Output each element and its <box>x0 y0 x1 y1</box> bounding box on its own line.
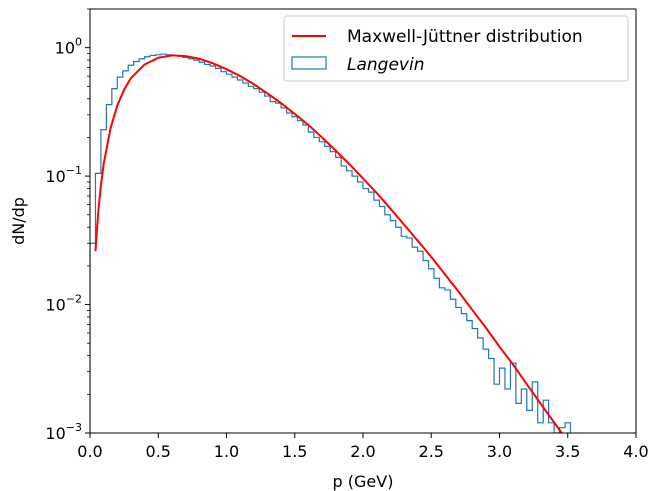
x-axis: 0.0 0.5 1.0 1.5 2.0 2.5 3.0 3.5 4.0 <box>77 433 649 461</box>
x-tick-label: 4.0 <box>623 442 648 461</box>
y-tick-base: 10 <box>55 39 75 58</box>
y-tick-base: 10 <box>45 296 65 315</box>
y-tick-base: 10 <box>45 167 65 186</box>
x-tick-label: 1.0 <box>214 442 239 461</box>
legend: Maxwell-Jüttner distribution Langevin <box>283 15 629 82</box>
y-tick-label: 10−3 <box>45 421 82 443</box>
x-tick-label: 3.0 <box>487 442 512 461</box>
legend-histogram-swatch <box>291 56 327 70</box>
y-tick-label: 100 <box>55 36 82 58</box>
y-tick-label: 10−2 <box>45 293 82 315</box>
line-maxwell-juttner <box>94 54 563 433</box>
legend-label-langevin: Langevin <box>347 55 424 75</box>
legend-label-maxwell-juttner: Maxwell-Jüttner distribution <box>347 27 583 47</box>
x-tick-label: 2.5 <box>419 442 444 461</box>
y-tick-exponent: −3 <box>66 421 82 434</box>
x-tick-label: 3.5 <box>555 442 580 461</box>
x-tick-label: 0.5 <box>146 442 171 461</box>
x-tick-label: 2.0 <box>350 442 375 461</box>
legend-box <box>283 15 629 82</box>
y-axis-label: dN/dp <box>9 197 28 245</box>
line-layer <box>94 54 563 433</box>
histogram-layer <box>90 53 572 433</box>
x-axis-label: p (GeV) <box>333 472 394 491</box>
y-tick-exponent: 0 <box>75 36 82 49</box>
y-tick-label: 10−1 <box>45 164 82 186</box>
x-tick-label: 1.5 <box>282 442 307 461</box>
y-tick-exponent: −1 <box>66 164 82 177</box>
histogram-langevin <box>90 53 572 433</box>
x-tick-label: 0.0 <box>77 442 102 461</box>
y-tick-exponent: −2 <box>66 293 82 306</box>
y-tick-base: 10 <box>45 424 65 443</box>
